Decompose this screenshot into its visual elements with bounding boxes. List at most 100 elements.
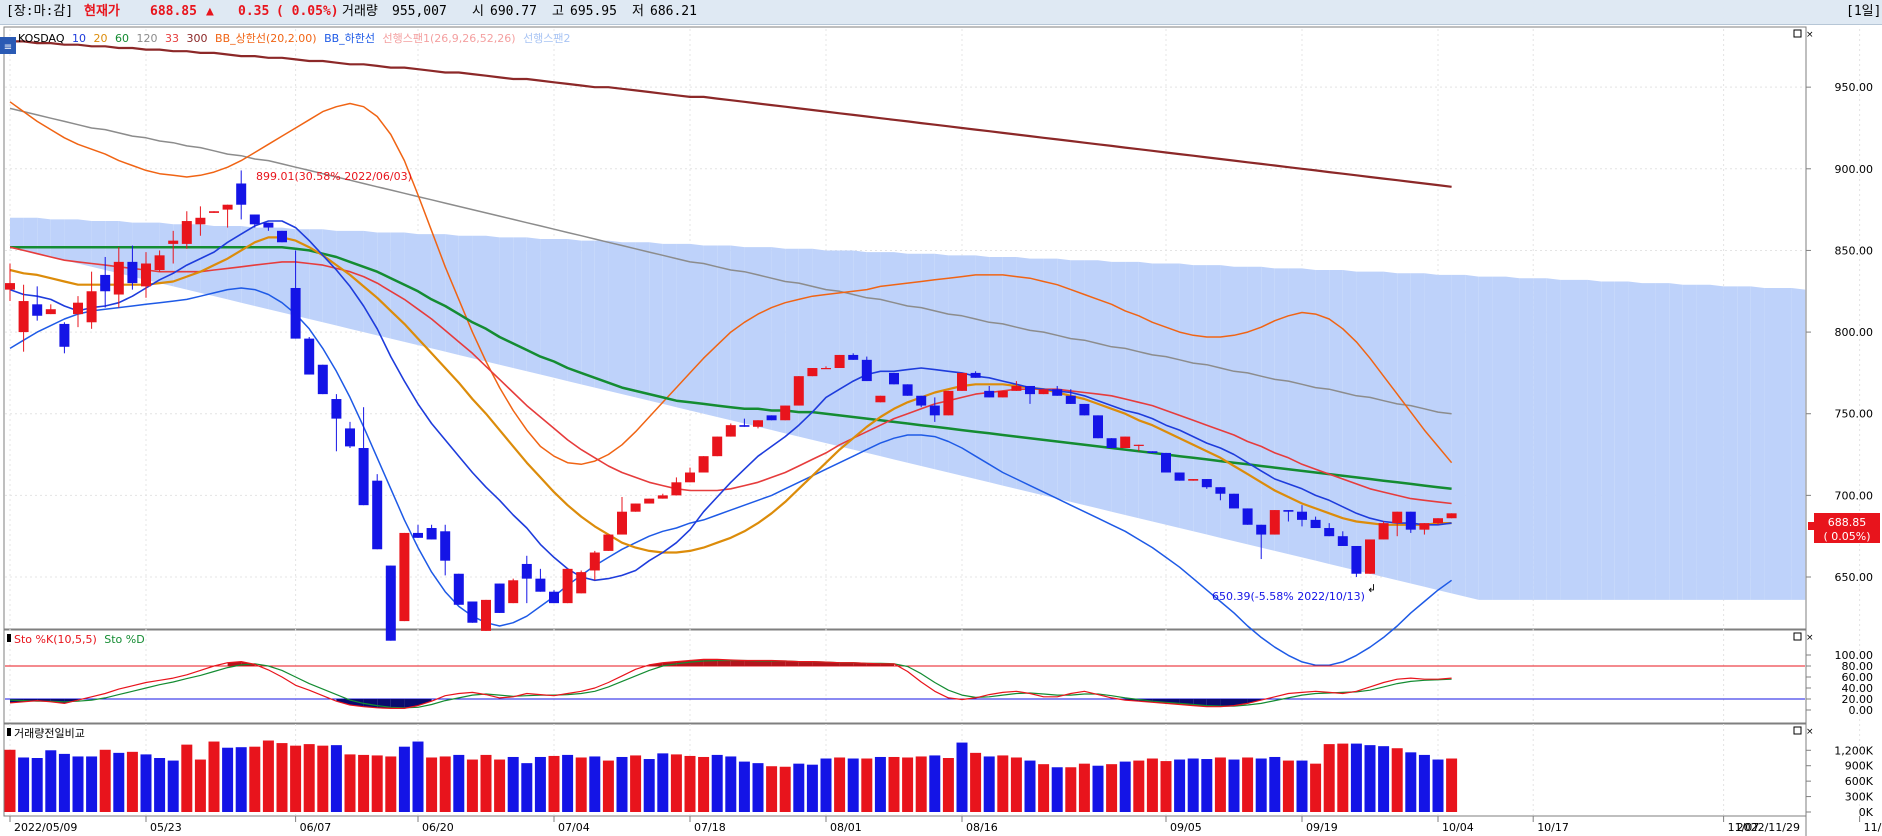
- candle-body: [1174, 472, 1185, 481]
- cloud-segment: [1778, 287, 1792, 600]
- volume-bar: [929, 755, 941, 812]
- cloud-segment: [1614, 281, 1629, 600]
- pane-menu-glyph: ≡: [4, 42, 12, 53]
- stoch-oversold-fill: [1220, 699, 1234, 707]
- cloud-segment: [975, 255, 990, 483]
- low-label: 저: [632, 4, 644, 19]
- cloud-segment: [934, 253, 949, 473]
- candle-body: [508, 580, 519, 604]
- stoch-tick-label: 60.00: [1842, 671, 1874, 684]
- cloud-segment: [1533, 278, 1547, 600]
- candle-body: [18, 301, 29, 333]
- volume-bar: [358, 754, 370, 812]
- price-change-pct: ( 0.05%): [276, 4, 339, 19]
- price-pane-close-icon[interactable]: ×: [1806, 30, 1814, 40]
- volume-bar: [1418, 754, 1430, 812]
- date-tick-label: 08/01: [830, 821, 862, 834]
- volume-bar: [902, 757, 914, 812]
- volume-menu-icon[interactable]: [7, 728, 11, 736]
- stoch-tick-label: 100.00: [1835, 649, 1874, 662]
- candle-body: [413, 532, 423, 538]
- candle-body: [929, 405, 940, 416]
- volume-bar: [1391, 748, 1403, 812]
- stoch-overbought-fill: [730, 659, 745, 666]
- candle-body: [834, 354, 845, 369]
- date-tick-label: 10/17: [1537, 821, 1569, 834]
- candle-body: [1324, 528, 1335, 537]
- candle-body: [630, 503, 641, 512]
- cloud-segment: [948, 255, 962, 476]
- cloud-segment: [1234, 266, 1248, 545]
- price-legend: KOSDAQ 10 20 60 120 33 300 BB_상한선(20,2.0…: [18, 31, 571, 45]
- candle-body: [766, 415, 777, 421]
- volume-bar: [1323, 744, 1335, 812]
- candle-body: [222, 204, 233, 210]
- cloud-segment: [64, 219, 78, 264]
- price-change: 0.35: [238, 4, 270, 19]
- date-tick-label: 09/19: [1306, 821, 1338, 834]
- period-button[interactable]: [1일]: [1846, 4, 1882, 19]
- candle-body: [209, 211, 219, 213]
- candle-body: [399, 532, 410, 622]
- cloud-segment: [78, 219, 92, 267]
- candle-body: [1337, 536, 1348, 546]
- volume-bar: [1378, 746, 1390, 812]
- legend-span1: 선행스팬1(26,9,26,52,26): [383, 32, 516, 45]
- stoch-overbought-fill: [785, 661, 799, 666]
- candle-body: [263, 222, 274, 228]
- volume-bar: [126, 751, 138, 812]
- candle-body: [440, 531, 451, 561]
- cloud-segment: [1438, 274, 1452, 594]
- stoch-pane-close-icon[interactable]: ×: [1806, 633, 1814, 643]
- cloud-segment: [744, 247, 758, 427]
- chart-canvas[interactable]: 950.00 900.00 850.00 800.00 750.00 700.00 650.…: [0, 25, 1882, 836]
- cloud-segment: [554, 239, 568, 382]
- cloud-segment: [1016, 256, 1030, 493]
- volume-bar: [1269, 756, 1281, 812]
- pane-menu-icon[interactable]: [0, 37, 16, 54]
- candle-body: [1106, 438, 1117, 449]
- volume-bar: [575, 757, 587, 812]
- date-tick-label: 05/23: [150, 821, 182, 834]
- candles: [5, 170, 1457, 641]
- candle-body: [576, 572, 587, 594]
- stochastic-pane[interactable]: [3, 629, 1807, 724]
- candle-body: [1229, 493, 1239, 509]
- stoch-pane-maximize-icon[interactable]: [1793, 632, 1802, 641]
- stoch-overbought-fill: [798, 661, 813, 666]
- candle-body: [589, 552, 600, 571]
- candle-body: [725, 425, 736, 437]
- cloud-segment: [866, 252, 881, 457]
- candle-body: [848, 354, 859, 360]
- candle-body: [1093, 415, 1103, 439]
- legend-symbol: KOSDAQ: [18, 32, 65, 45]
- candle-body: [32, 304, 43, 316]
- candle-body: [1378, 523, 1389, 540]
- cloud-segment: [227, 225, 242, 303]
- volume-pane-close-icon[interactable]: ×: [1806, 727, 1814, 737]
- volume-bar: [915, 756, 927, 812]
- stoch-tick-label: 20.00: [1842, 693, 1874, 706]
- price-tick-label: 900.00: [1835, 163, 1874, 176]
- stoch-menu-icon[interactable]: [7, 634, 11, 642]
- volume-bar: [847, 758, 859, 812]
- price-pane-maximize-icon[interactable]: [1793, 29, 1802, 38]
- cloud-segment: [1179, 263, 1194, 532]
- candle-body: [127, 261, 138, 284]
- volume-pane-maximize-icon[interactable]: [1793, 726, 1802, 735]
- candle-body: [1405, 511, 1416, 530]
- volume-label: 거래량: [342, 4, 378, 19]
- cloud-segment: [472, 235, 486, 362]
- volume-bar: [1350, 743, 1362, 812]
- candle-body: [358, 448, 369, 506]
- cloud-segment: [1098, 260, 1112, 512]
- candle-body: [277, 230, 287, 243]
- volume-bar: [4, 749, 16, 812]
- stoch-oversold-fill: [390, 699, 405, 709]
- volume-bar: [1038, 764, 1050, 812]
- cloud-segment: [1111, 261, 1126, 515]
- volume-bar: [1010, 757, 1022, 812]
- cloud-segment: [1315, 270, 1330, 564]
- cloud-segment: [880, 252, 894, 460]
- cloud-segment: [1451, 274, 1466, 597]
